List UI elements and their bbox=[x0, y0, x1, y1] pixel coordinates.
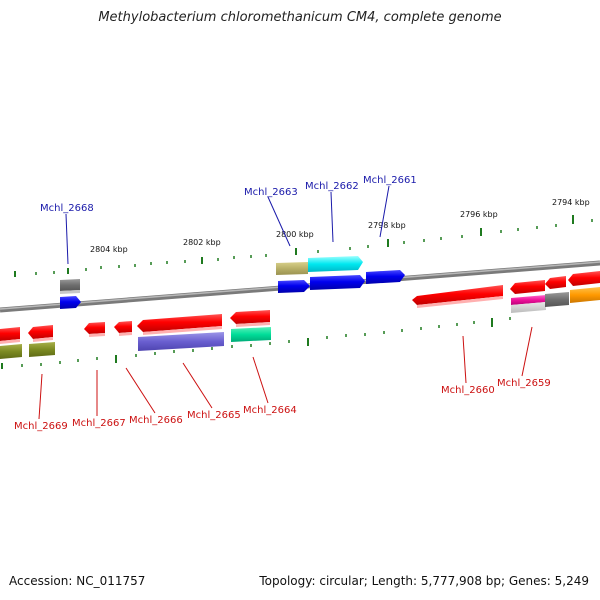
gene-arrow[interactable] bbox=[568, 271, 600, 286]
gene-label-mchl-2663: Mchl_2663 bbox=[244, 187, 298, 198]
gene-label-mchl-2662: Mchl_2662 bbox=[305, 181, 359, 192]
gene-teal[interactable] bbox=[231, 327, 271, 342]
top-scale bbox=[14, 215, 593, 277]
gene-olive[interactable] bbox=[29, 342, 55, 357]
gene-label-mchl-2664: Mchl_2664 bbox=[243, 405, 297, 416]
gene-label-mchl-2668: Mchl_2668 bbox=[40, 203, 94, 214]
gene-purple[interactable] bbox=[138, 332, 224, 351]
gene-gray[interactable] bbox=[545, 292, 569, 307]
genome-title: Methylobacterium chloromethanicum CM4, c… bbox=[98, 10, 502, 25]
gene-mchl-2661[interactable] bbox=[366, 270, 405, 284]
reverse-genes bbox=[0, 271, 600, 359]
kbp-label: 2798 kbp bbox=[368, 221, 406, 230]
gene-mchl-2660[interactable] bbox=[412, 285, 503, 305]
gene-label-mchl-2667: Mchl_2667 bbox=[72, 418, 126, 429]
gene-mchl-2664[interactable] bbox=[230, 310, 270, 324]
gene-label-mchl-2659: Mchl_2659 bbox=[497, 378, 551, 389]
gene-label-mchl-2661: Mchl_2661 bbox=[363, 175, 417, 186]
gene-mchl-2667[interactable] bbox=[84, 322, 105, 334]
kbp-label: 2800 kbp bbox=[276, 230, 314, 239]
kbp-label: 2796 kbp bbox=[460, 210, 498, 219]
kbp-label: 2804 kbp bbox=[90, 245, 128, 254]
gene-label-mchl-2660: Mchl_2660 bbox=[441, 385, 495, 396]
gene-mchl-2659[interactable] bbox=[511, 295, 546, 305]
forward-genes bbox=[60, 256, 405, 309]
gene-arrow[interactable] bbox=[278, 280, 310, 293]
gene-label-mchl-2665: Mchl_2665 bbox=[187, 410, 241, 421]
accession-text: Accession: NC_011757 bbox=[9, 574, 146, 588]
gene-label-mchl-2666: Mchl_2666 bbox=[129, 415, 183, 426]
kbp-label: 2794 kbp bbox=[552, 198, 590, 207]
gene-mchl-2669[interactable] bbox=[0, 327, 20, 341]
bottom-leaders bbox=[38, 326, 533, 420]
top-leaders bbox=[65, 185, 390, 265]
gene-olive[interactable] bbox=[0, 344, 22, 359]
gene-mchl-2666[interactable] bbox=[114, 321, 132, 333]
topology-text: Topology: circular; Length: 5,777,908 bp… bbox=[259, 574, 589, 588]
gene-mchl-2663[interactable] bbox=[276, 262, 308, 275]
gene-arrow[interactable] bbox=[60, 296, 81, 309]
gene-mchl-2668[interactable] bbox=[60, 279, 80, 291]
gene-arrow[interactable] bbox=[310, 275, 365, 290]
gene-mchl-2665[interactable] bbox=[137, 314, 222, 332]
gene-orange[interactable] bbox=[570, 287, 600, 303]
gene-arrow[interactable] bbox=[545, 276, 566, 289]
gene-arrow[interactable] bbox=[510, 280, 545, 294]
gene-arrow[interactable] bbox=[28, 325, 53, 339]
gene-label-mchl-2669: Mchl_2669 bbox=[14, 421, 68, 432]
kbp-label: 2802 kbp bbox=[183, 238, 221, 247]
gene-mchl-2662[interactable] bbox=[308, 256, 363, 272]
bottom-scale bbox=[1, 317, 511, 369]
